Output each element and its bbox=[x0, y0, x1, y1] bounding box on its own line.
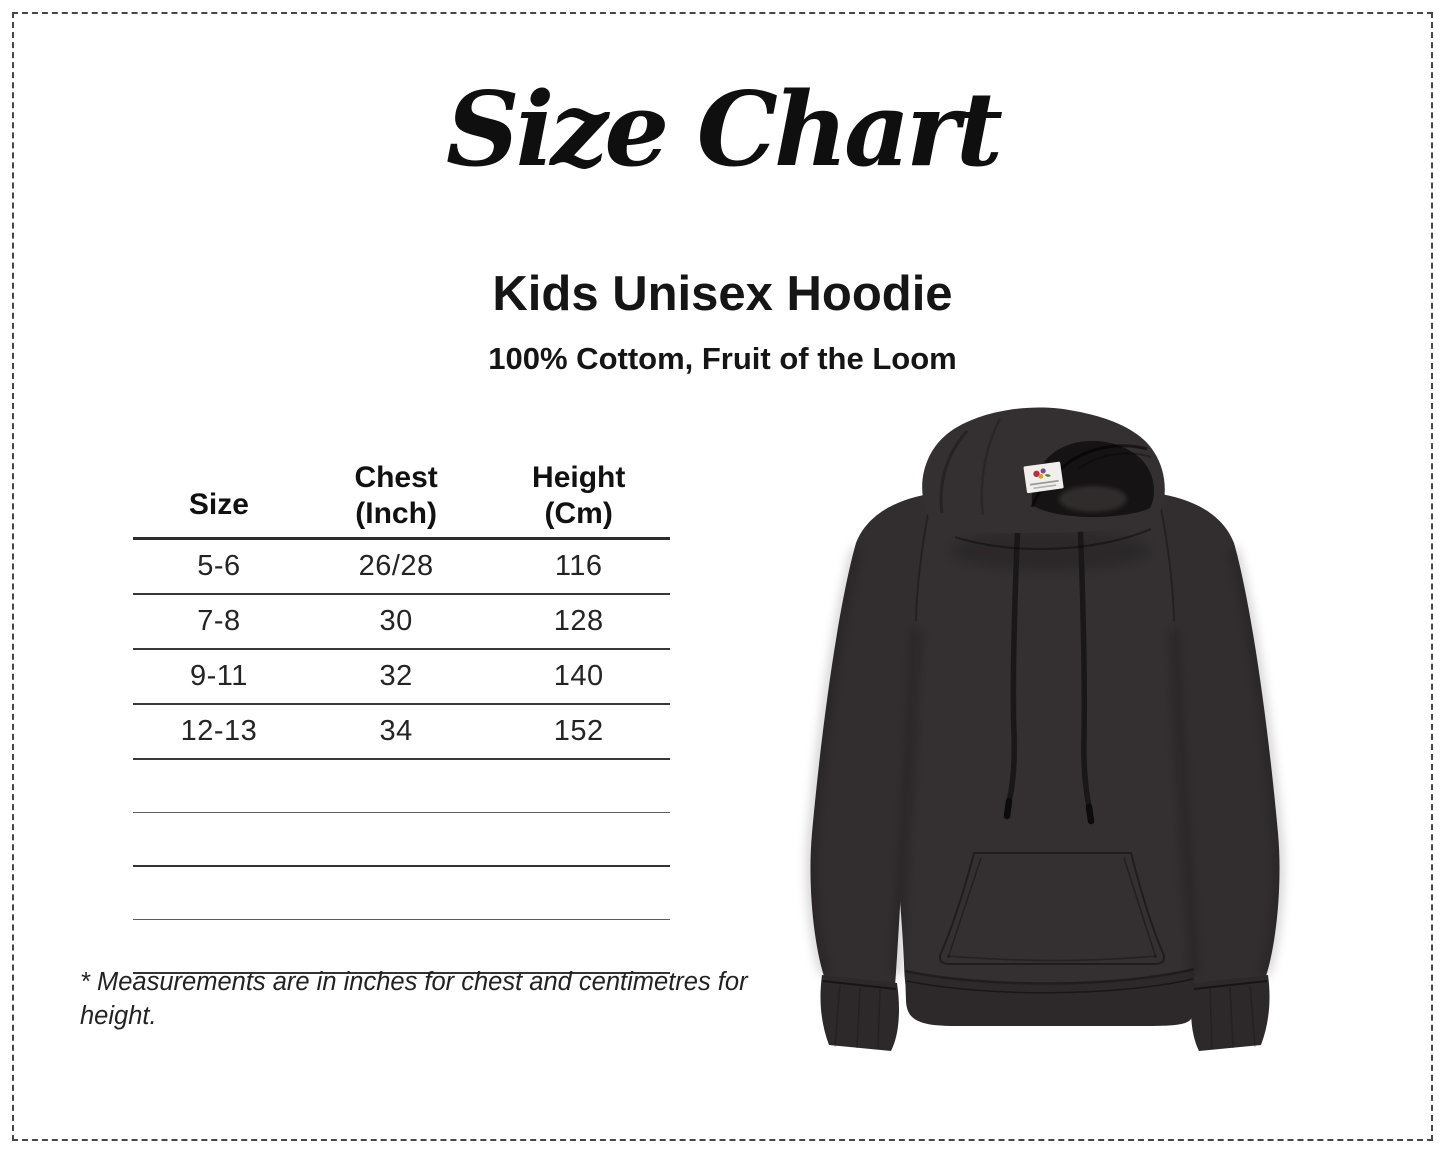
sleeve-edge-shadow-right bbox=[1228, 546, 1284, 977]
pocket-stitch-bottom bbox=[946, 955, 1158, 962]
column-header-size: Size bbox=[133, 487, 305, 537]
table-row: 7-8 30 128 bbox=[133, 595, 670, 650]
empty-table-row bbox=[133, 813, 670, 867]
measurement-footnote: * Measurements are in inches for chest a… bbox=[80, 968, 748, 1030]
page-title: Size Chart bbox=[445, 70, 1003, 190]
neckline-seam bbox=[954, 527, 1152, 551]
column-label: Chest bbox=[354, 461, 438, 494]
cell-size: 5-6 bbox=[197, 550, 241, 582]
product-image bbox=[795, 403, 1445, 1053]
kangaroo-pocket bbox=[939, 852, 1165, 965]
cuff-right bbox=[1191, 975, 1270, 1051]
cuff-seam-left bbox=[822, 980, 897, 990]
fruit-logo-apple bbox=[1033, 470, 1040, 478]
hoodie-graphic bbox=[806, 407, 1284, 1051]
cell-size: 7-8 bbox=[197, 605, 241, 637]
armhole-seam-right bbox=[1158, 498, 1175, 622]
tag-text-line bbox=[1029, 479, 1059, 486]
cell-size: 9-11 bbox=[189, 660, 248, 692]
cell-chest: 26/28 bbox=[358, 550, 434, 582]
hem-stitch bbox=[906, 978, 1194, 994]
tag-text-line bbox=[1033, 484, 1057, 490]
hood-drape-fold-2 bbox=[980, 418, 1002, 516]
cell-chest: 32 bbox=[379, 660, 413, 692]
cuff-ribs-right bbox=[1209, 984, 1256, 1050]
fruit-logo-grapes bbox=[1040, 468, 1046, 474]
hoodie-hem-band bbox=[905, 969, 1195, 1026]
size-table: Size Chest (Inch) Height (Cm) 5-6 26/28 … bbox=[133, 453, 670, 974]
drawstring-left bbox=[1006, 496, 1022, 804]
table-header-row: Size Chest (Inch) Height (Cm) bbox=[133, 453, 670, 540]
hood-inner-back bbox=[1059, 486, 1127, 512]
hem-seam bbox=[904, 967, 1196, 985]
hood-chest-shadow bbox=[950, 531, 1150, 571]
sleeve-edge-shadow-left bbox=[806, 546, 862, 977]
cuff-seam-right bbox=[1193, 980, 1268, 990]
product-name: Kids Unisex Hoodie bbox=[492, 267, 953, 321]
empty-table-row bbox=[133, 760, 670, 813]
cuff-ribs-left bbox=[834, 984, 881, 1050]
table-row: 12-13 34 152 bbox=[133, 705, 670, 760]
empty-table-row bbox=[133, 867, 670, 920]
cell-height: 116 bbox=[554, 550, 603, 582]
cell-height: 128 bbox=[553, 605, 604, 637]
hood-rim-fold bbox=[1030, 444, 1148, 508]
sleeve-body-shadow-right bbox=[1168, 627, 1199, 976]
column-label: Height bbox=[532, 461, 626, 494]
fruit-logo-leaf bbox=[1044, 474, 1051, 477]
cell-height: 152 bbox=[553, 715, 604, 747]
empty-table-row bbox=[133, 920, 670, 974]
column-unit: (Inch) bbox=[355, 497, 437, 530]
fruit-logo-currant bbox=[1038, 473, 1044, 479]
cuff-left bbox=[820, 975, 899, 1051]
hoodie bbox=[806, 407, 1284, 1051]
column-label: Size bbox=[188, 488, 249, 521]
table-row: 9-11 32 140 bbox=[133, 650, 670, 705]
column-header-height: Height (Cm) bbox=[487, 460, 670, 537]
column-unit: (Cm) bbox=[544, 497, 613, 530]
drawstring-aglet-left bbox=[1003, 797, 1013, 820]
brand-tag bbox=[1023, 461, 1064, 494]
drawstring-aglet-right bbox=[1085, 803, 1095, 825]
hood-drape-fold bbox=[939, 429, 969, 514]
drawstring-right bbox=[1076, 498, 1092, 810]
column-header-chest: Chest (Inch) bbox=[305, 460, 488, 537]
brand-tag-label bbox=[1023, 461, 1064, 494]
cell-chest: 30 bbox=[379, 605, 413, 637]
cell-size: 12-13 bbox=[180, 715, 258, 747]
cell-chest: 34 bbox=[379, 715, 413, 747]
sleeve-body-shadow-left bbox=[891, 627, 922, 976]
cell-height: 140 bbox=[553, 660, 604, 692]
hood-rim-fold-2 bbox=[1077, 452, 1152, 470]
table-row: 5-6 26/28 116 bbox=[133, 540, 670, 595]
pocket-stitch-left bbox=[947, 857, 982, 959]
pocket-stitch-right bbox=[1123, 857, 1157, 959]
product-subtitle: 100% Cottom, Fruit of the Loom bbox=[488, 341, 957, 376]
